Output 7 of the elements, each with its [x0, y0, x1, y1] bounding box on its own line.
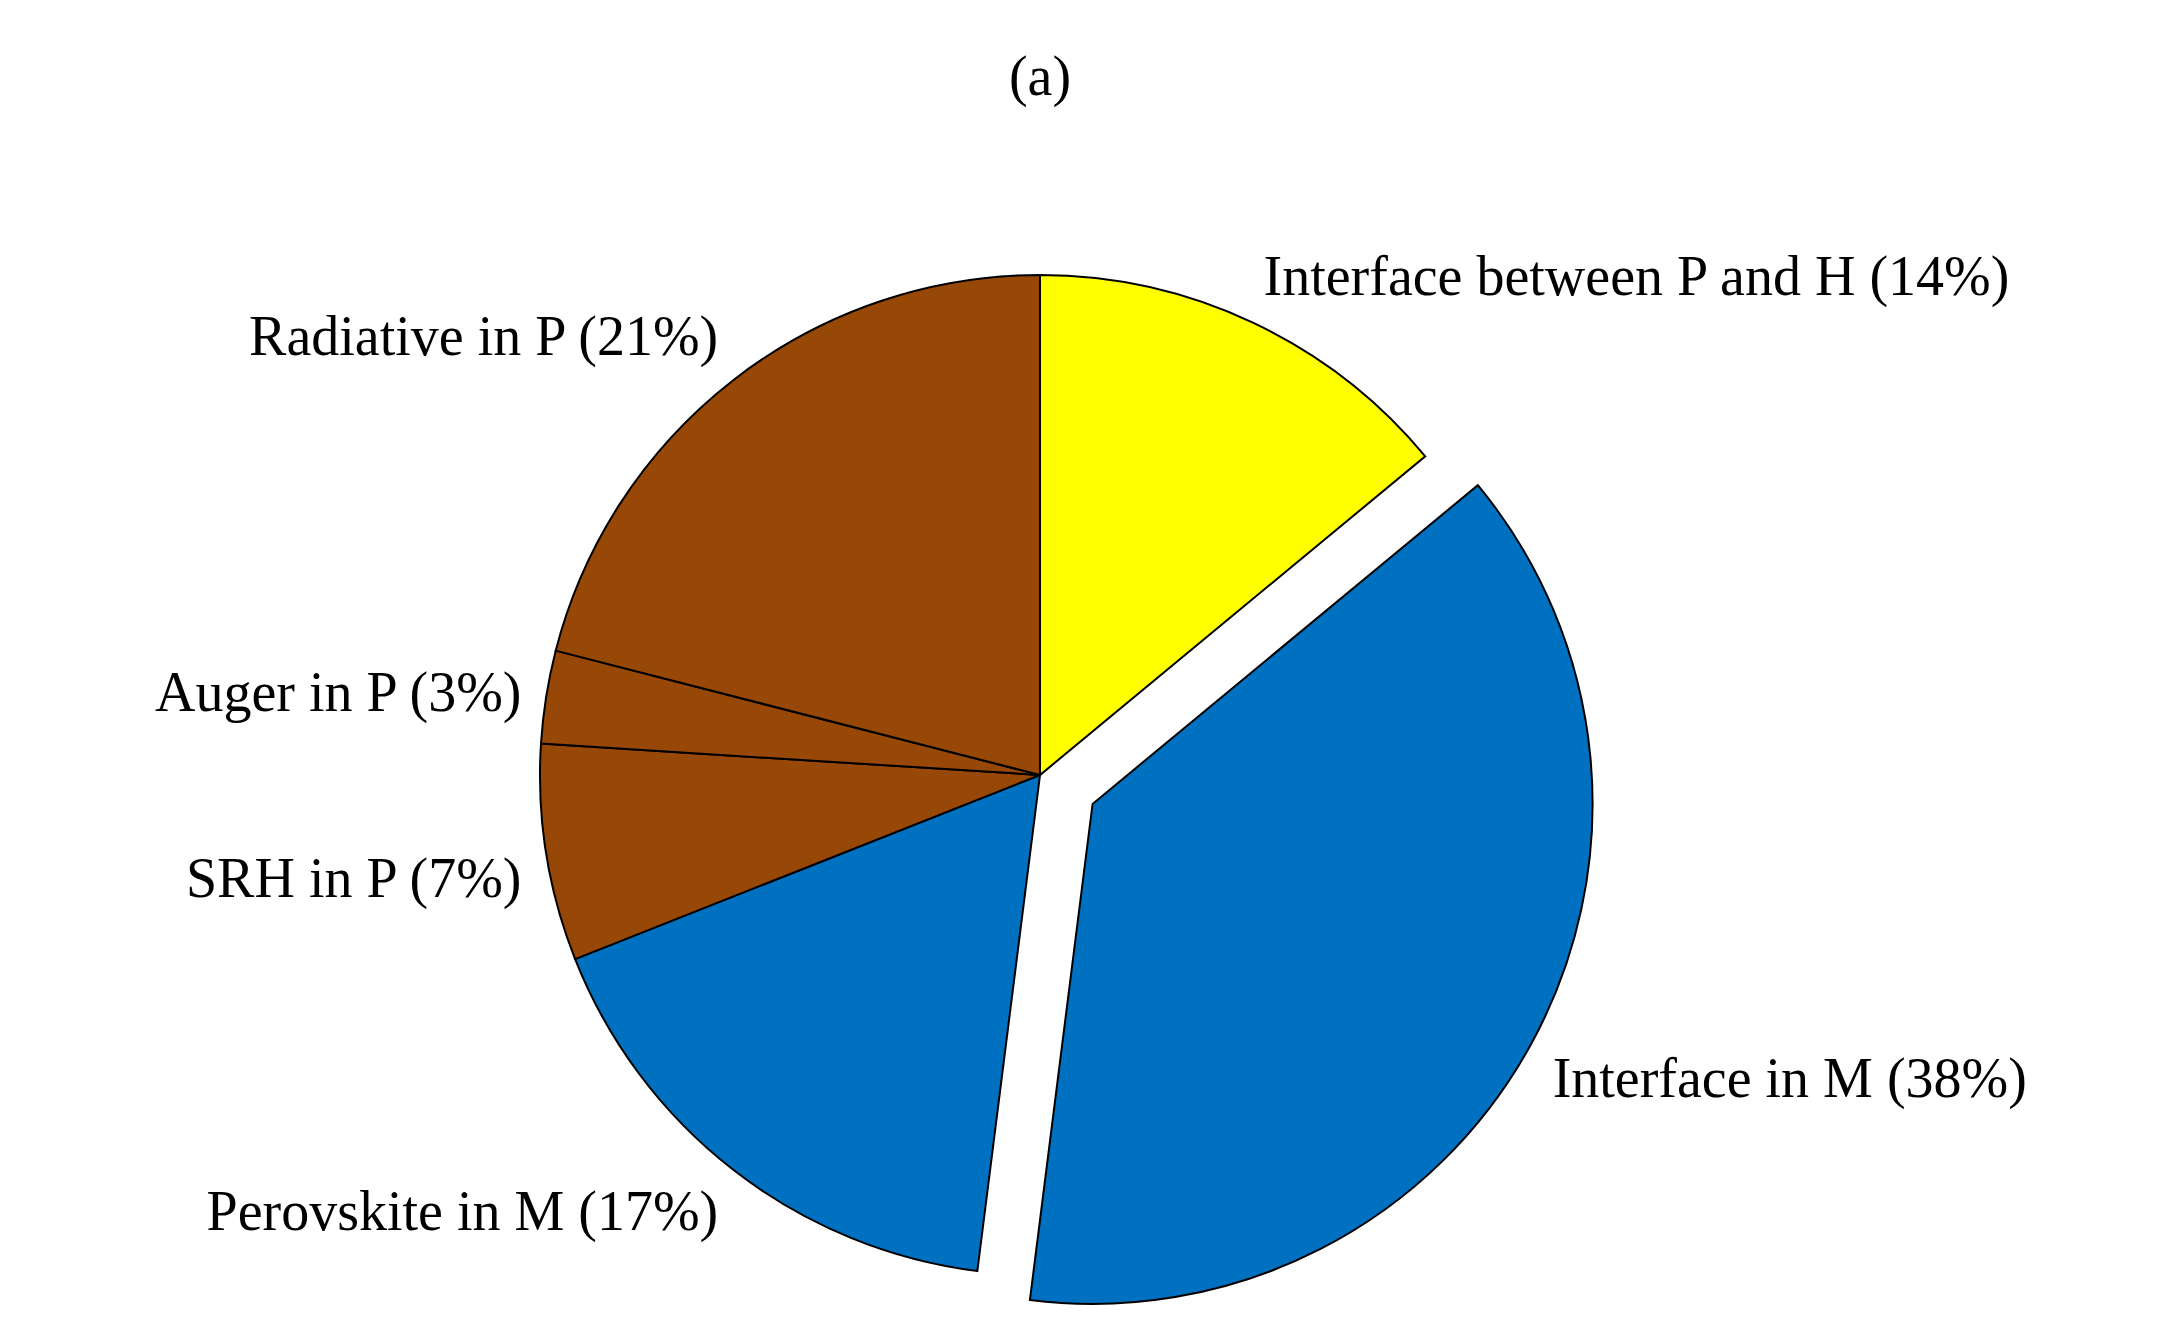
slice-label: Radiative in P (21%) [249, 305, 719, 369]
slice-label: Interface between P and H (14%) [1263, 244, 2010, 308]
slice-label: Auger in P (3%) [154, 660, 522, 724]
chart-title: (a) [1008, 45, 1072, 108]
slice-label: Perovskite in M (17%) [206, 1179, 719, 1243]
slice-label: SRH in P (7%) [185, 847, 522, 911]
slice-label: Interface in M (38%) [1552, 1046, 2027, 1110]
